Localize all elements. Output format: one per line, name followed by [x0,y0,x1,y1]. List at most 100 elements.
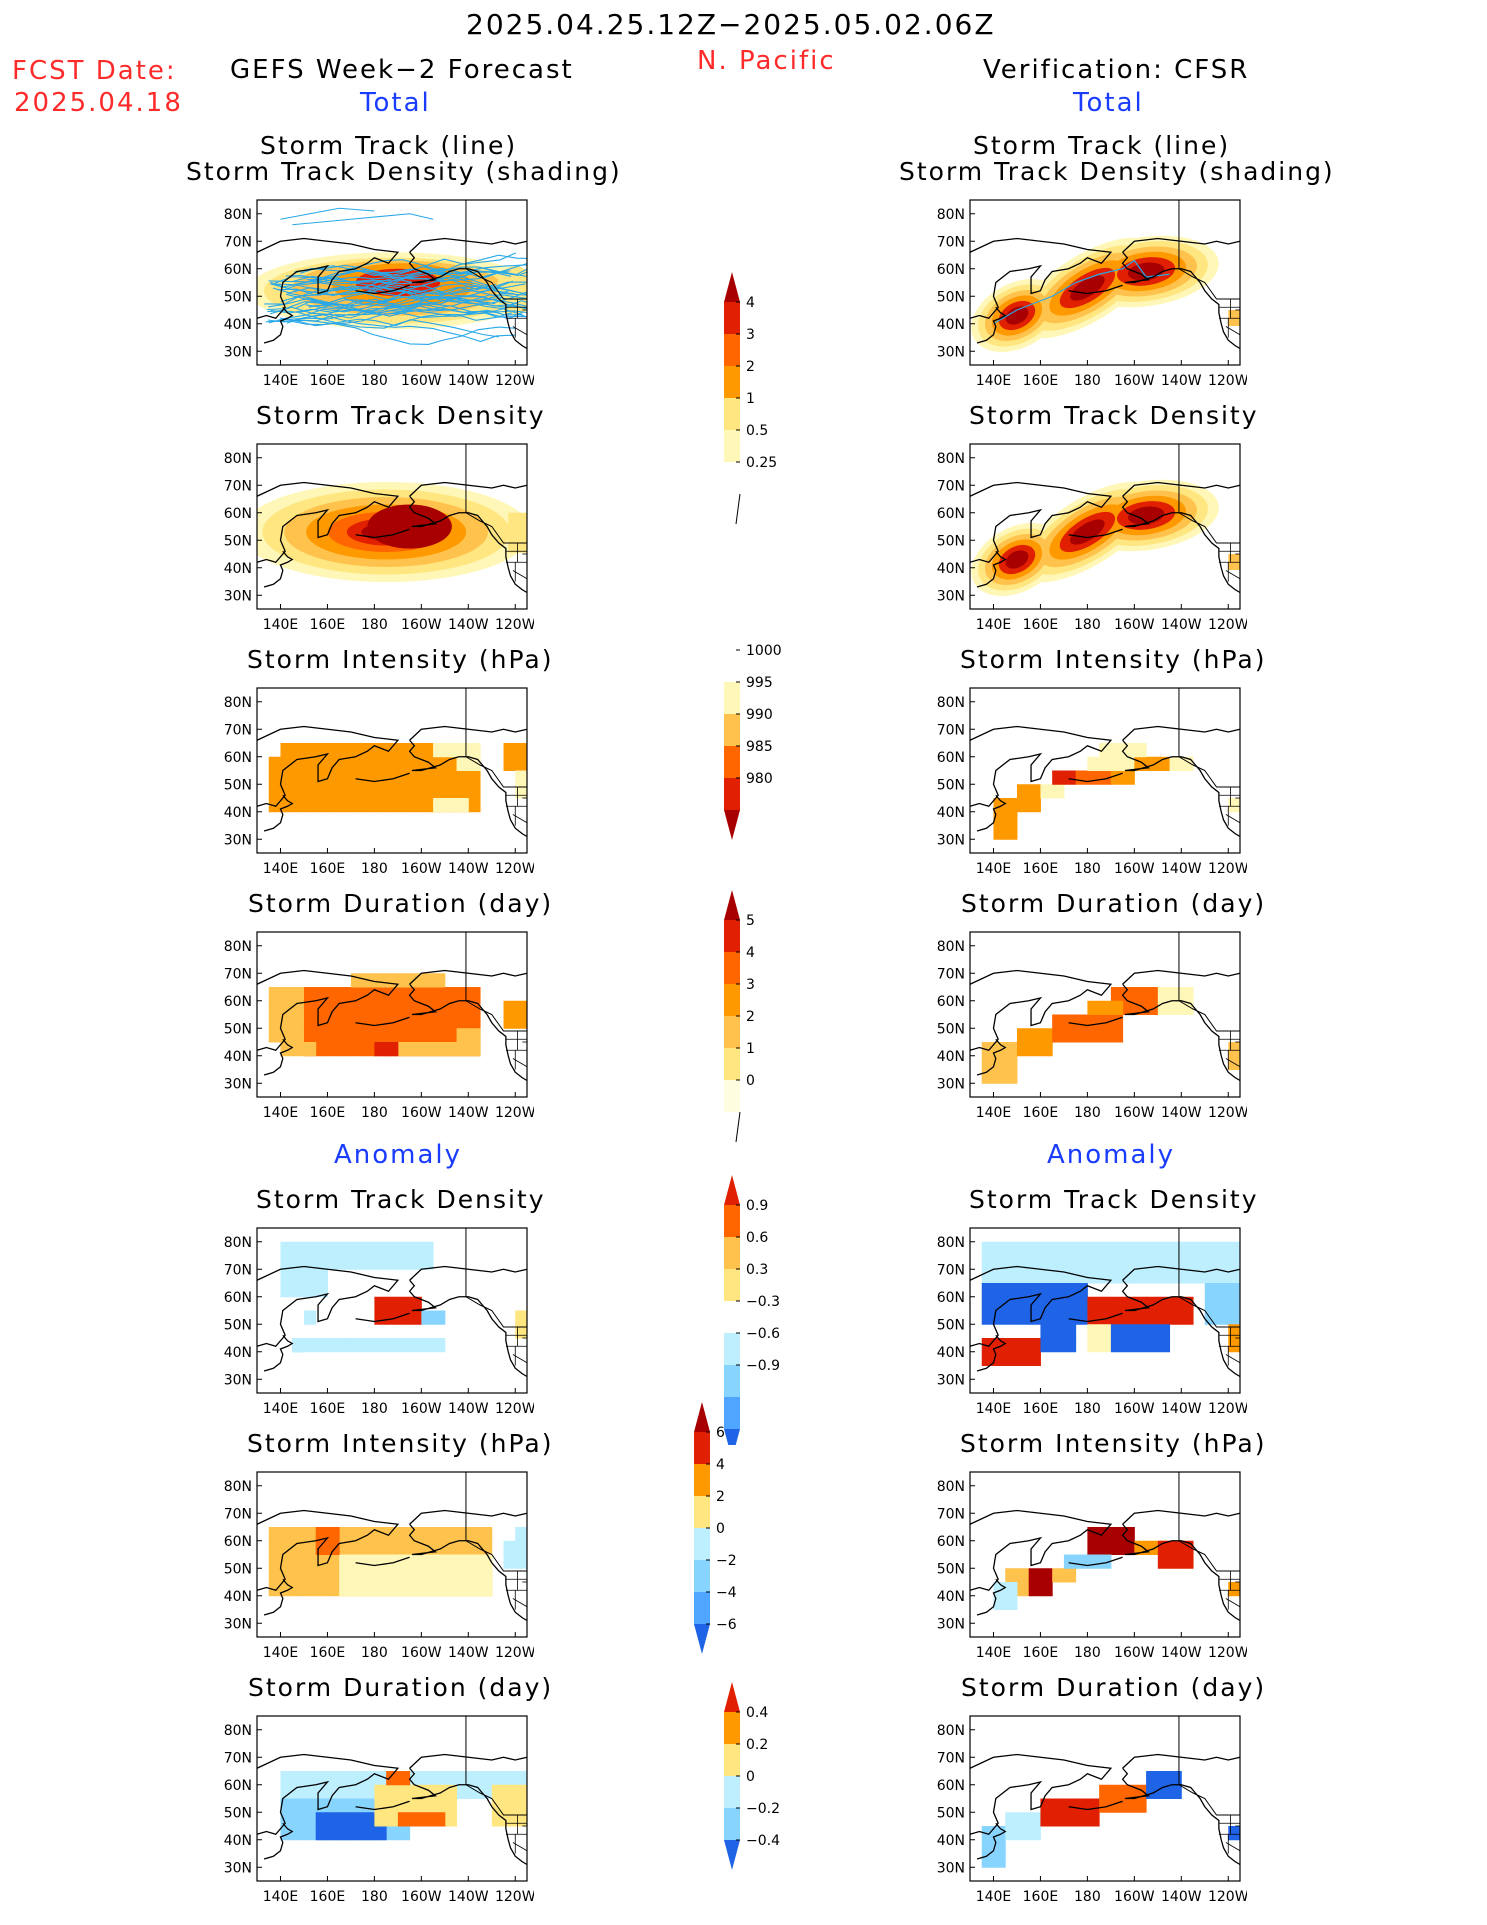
grid-cell [421,1527,434,1542]
country-border [465,1716,527,1816]
lon-tick-label: 120W [495,861,534,877]
coastline [969,237,1113,319]
grid-cell [1228,1055,1240,1070]
grid-cell [268,1582,281,1597]
grid-cell [1028,1582,1041,1597]
lat-tick-label: 30N [937,344,965,360]
grid-cell [339,1784,352,1799]
grid-cell [993,1283,1006,1298]
grid-cell [303,784,317,799]
grid-cell [993,1853,1006,1868]
grid-cell [409,1338,422,1353]
lat-tick-label: 60N [224,1290,252,1306]
lon-tick-label: 180 [1074,373,1101,389]
grid-cell [1122,1338,1135,1353]
lat-tick-label: 50N [224,777,252,793]
coastline [355,284,410,295]
lat-tick-label: 40N [937,1049,965,1065]
grid-cell [374,1540,387,1555]
grid-cell [433,973,446,988]
grid-cell [981,1241,994,1256]
lat-tick-label: 30N [937,1616,965,1632]
coastline [1122,969,1241,985]
country-border [465,444,527,544]
grid-cell [1110,756,1124,771]
grid-cell [1099,743,1112,758]
lat-tick-label: 40N [224,1589,252,1605]
grid-cell [1005,1338,1018,1353]
grid-cell [292,1338,305,1353]
grid-cell [1146,1000,1159,1015]
lon-tick-label: 180 [1074,1889,1101,1905]
grid-cell [1146,1296,1159,1311]
grid-cell [292,987,305,1002]
grid-cell [1040,1582,1053,1597]
grid-cell [374,1568,387,1583]
grid-cell [409,973,422,988]
colorbar-arrow [724,890,740,920]
coastline [409,1265,528,1281]
grid-cell [981,1826,994,1841]
grid-cell [339,1338,352,1353]
field-layer [280,1241,527,1353]
grid-cell [1110,987,1124,1002]
coastline [256,237,400,319]
grid-cell [268,1028,281,1043]
grid-cell [339,1826,352,1841]
grid-cell [397,1784,411,1799]
panel-title-fc-anom-intensity: Storm Intensity (hPa) [247,1429,554,1458]
colorbar-segment [724,714,740,746]
grid-cell [468,743,481,758]
grid-cell [315,798,328,813]
grid-cell [515,1014,527,1029]
grid-cell [1016,1582,1030,1597]
grid-cell [374,1826,387,1841]
plot-frame [256,1227,528,1394]
grid-cell [1063,1241,1077,1256]
grid-cell [1087,756,1100,771]
coastline [1121,1523,1241,1622]
coastline [263,1334,294,1372]
colorbar-segment [724,1205,740,1237]
grid-cell [350,1784,364,1799]
colorbar-label: −0.4 [746,1833,780,1849]
grid-cell [315,1338,328,1353]
grid-cell [1110,1784,1124,1799]
grid-cell [468,1042,481,1057]
lat-tick-label: 50N [937,533,965,549]
lat-tick-label: 70N [937,1506,965,1522]
colorbar-segment [724,1048,740,1080]
lat-tick-label: 70N [224,1262,252,1278]
panel-title-vf-intensity: Storm Intensity (hPa) [960,645,1267,674]
grid-cell [268,1568,281,1583]
grid-cell [327,1798,340,1813]
grid-cell [1193,1269,1206,1284]
coastline [408,251,528,350]
grid-cell [350,1812,364,1827]
grid-cell [1122,756,1135,771]
coastline [1122,481,1241,497]
grid-cell [1146,756,1159,771]
grid-cell [315,1028,328,1043]
grid-cell [1157,1255,1171,1270]
lon-tick-label: 140W [448,1401,489,1417]
coastline [1068,1016,1123,1027]
coastline [976,1822,1007,1860]
grid-cell [503,1014,516,1029]
grid-cell [1134,1269,1147,1284]
colorbar-segment [724,650,740,682]
grid-cell [1052,1296,1065,1311]
lon-tick-label: 140W [1161,1645,1202,1661]
grid-cell [1110,1798,1124,1813]
grid-cell [327,743,340,758]
grid-cell [1005,1826,1018,1841]
grid-cell [1110,1296,1124,1311]
lon-tick-label: 120W [495,1105,534,1121]
grid-cell [1075,1255,1088,1270]
coastline [409,481,528,497]
colorbar-edge [735,493,741,525]
lat-tick-label: 70N [937,234,965,250]
grid-cell [468,798,481,813]
lat-tick-label: 40N [937,805,965,821]
grid-cell [1052,1283,1065,1298]
